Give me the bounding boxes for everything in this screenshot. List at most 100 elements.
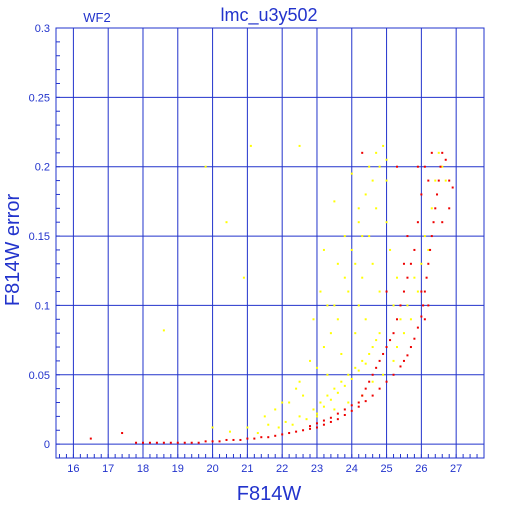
data-point	[364, 400, 367, 403]
data-point	[430, 151, 433, 154]
data-point	[378, 387, 381, 390]
x-tick-label: 24	[346, 463, 358, 475]
data-point	[413, 337, 416, 340]
data-point	[249, 144, 252, 147]
data-point	[364, 318, 367, 321]
data-point	[375, 366, 378, 369]
data-point	[333, 200, 336, 203]
data-point	[347, 290, 350, 293]
data-point	[347, 373, 350, 376]
data-point	[444, 179, 447, 182]
data-point	[319, 290, 322, 293]
data-point	[211, 440, 214, 443]
data-point	[333, 304, 336, 307]
data-point	[329, 332, 332, 335]
data-point	[416, 290, 419, 293]
data-point	[298, 415, 301, 418]
data-point	[322, 405, 325, 408]
y-tick-label: 0.1	[35, 300, 50, 312]
data-point	[432, 221, 435, 224]
data-point	[396, 276, 399, 279]
data-point	[444, 158, 447, 161]
data-point	[420, 262, 423, 265]
data-point	[420, 315, 423, 318]
data-point	[246, 437, 249, 440]
data-point	[402, 262, 405, 265]
data-point	[354, 366, 357, 369]
data-point	[211, 426, 214, 429]
chart-title: lmc_u3y502	[220, 5, 317, 26]
data-point	[295, 387, 298, 390]
data-point	[135, 441, 138, 444]
data-point	[409, 262, 412, 265]
data-point	[437, 179, 440, 182]
data-point	[354, 262, 357, 265]
data-point	[364, 362, 367, 365]
x-tick-label: 27	[450, 463, 462, 475]
data-point	[361, 235, 364, 238]
data-point	[350, 409, 353, 412]
x-tick-label: 21	[241, 463, 253, 475]
data-point	[284, 420, 287, 423]
data-point	[260, 436, 263, 439]
data-point	[350, 248, 353, 251]
data-point	[329, 398, 332, 401]
data-point	[347, 401, 350, 404]
data-point	[246, 426, 249, 429]
data-point	[322, 423, 325, 426]
data-point	[371, 373, 374, 376]
data-point	[392, 359, 395, 362]
data-point	[183, 441, 186, 444]
data-point	[441, 151, 444, 154]
data-point	[385, 380, 388, 383]
data-point	[274, 408, 277, 411]
x-tick-label: 26	[415, 463, 427, 475]
y-axis-label: F814W error	[2, 194, 24, 307]
data-point	[204, 165, 207, 168]
data-point	[441, 165, 444, 168]
data-point	[288, 401, 291, 404]
data-point	[340, 352, 343, 355]
x-axis-label: F814W	[237, 483, 302, 505]
data-point	[336, 262, 339, 265]
data-point	[423, 318, 426, 321]
data-point	[141, 441, 144, 444]
data-point	[427, 248, 430, 251]
data-point	[274, 434, 277, 437]
data-point	[382, 144, 385, 147]
data-point	[385, 158, 388, 161]
data-point	[413, 248, 416, 251]
data-point	[326, 394, 329, 397]
data-points	[89, 144, 454, 444]
data-point	[197, 441, 200, 444]
data-point	[357, 221, 360, 224]
data-point	[162, 441, 165, 444]
data-point	[315, 412, 318, 415]
data-point	[437, 151, 440, 154]
data-point	[371, 346, 374, 349]
data-point	[350, 404, 353, 407]
data-point	[416, 165, 419, 168]
data-point	[375, 207, 378, 210]
data-point	[413, 276, 416, 279]
data-point	[225, 438, 228, 441]
data-point	[451, 186, 454, 189]
data-point	[162, 329, 165, 332]
data-point	[416, 221, 419, 224]
data-point	[448, 179, 451, 182]
data-point	[148, 441, 151, 444]
data-point	[368, 380, 371, 383]
data-point	[302, 394, 305, 397]
data-point	[409, 318, 412, 321]
data-point	[281, 433, 284, 436]
data-point	[385, 221, 388, 224]
data-point	[291, 423, 294, 426]
data-point	[239, 438, 242, 441]
data-point	[361, 151, 364, 154]
data-point	[336, 318, 339, 321]
data-point	[343, 384, 346, 387]
data-point	[305, 418, 308, 421]
data-point	[396, 346, 399, 349]
data-point	[267, 436, 270, 439]
